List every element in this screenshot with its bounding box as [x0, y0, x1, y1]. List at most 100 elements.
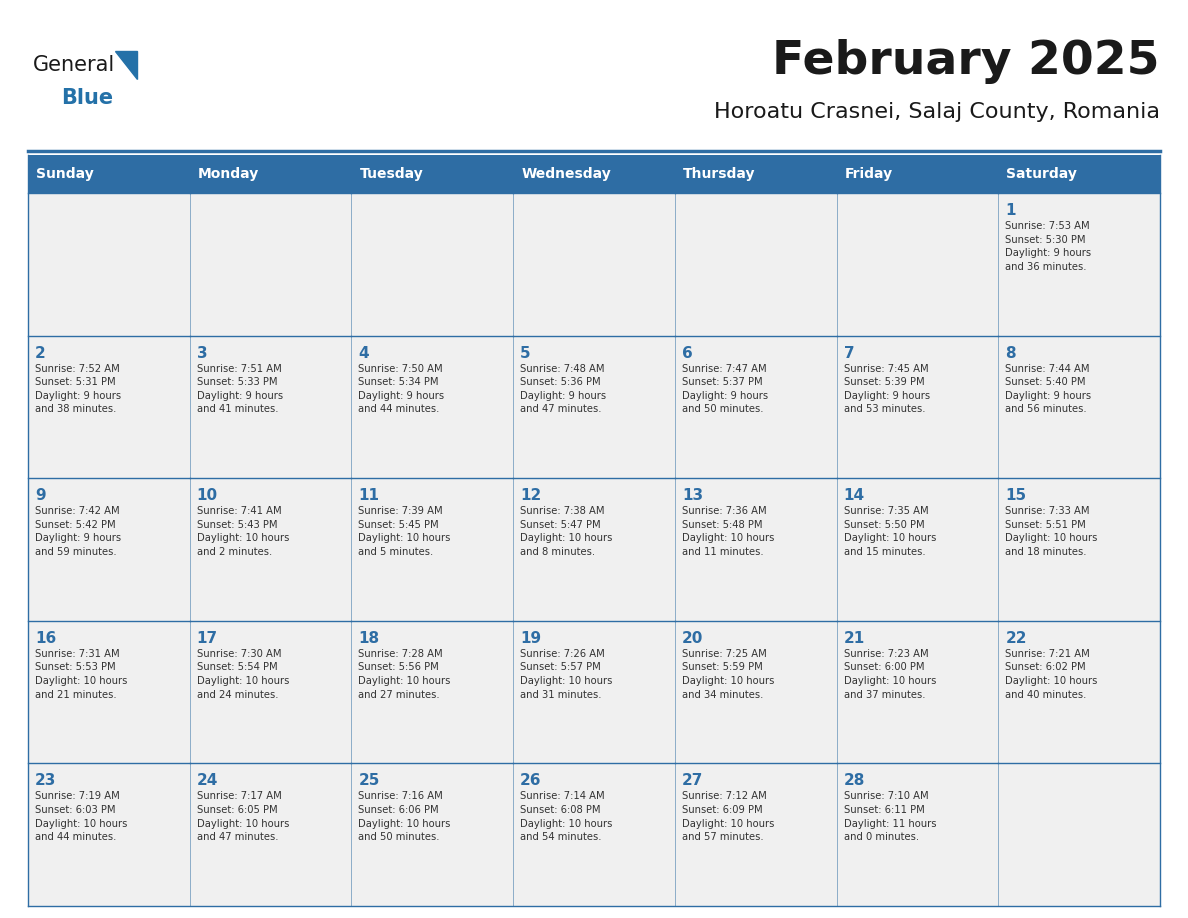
Text: Sunrise: 7:31 AM
Sunset: 5:53 PM
Daylight: 10 hours
and 21 minutes.: Sunrise: 7:31 AM Sunset: 5:53 PM Dayligh… [34, 649, 127, 700]
Text: Sunrise: 7:21 AM
Sunset: 6:02 PM
Daylight: 10 hours
and 40 minutes.: Sunrise: 7:21 AM Sunset: 6:02 PM Dayligh… [1005, 649, 1098, 700]
Text: 8: 8 [1005, 345, 1016, 361]
Bar [998, 336, 1159, 478]
Text: 17: 17 [197, 631, 217, 645]
Text: 15: 15 [1005, 488, 1026, 503]
Text: Sunrise: 7:14 AM
Sunset: 6:08 PM
Daylight: 10 hours
and 54 minutes.: Sunrise: 7:14 AM Sunset: 6:08 PM Dayligh… [520, 791, 613, 842]
Text: Thursday: Thursday [683, 167, 756, 181]
Bar [836, 193, 998, 336]
Bar [29, 155, 1159, 193]
Text: 4: 4 [359, 345, 369, 361]
Text: Tuesday: Tuesday [360, 167, 423, 181]
Text: Saturday: Saturday [1006, 167, 1078, 181]
Bar [29, 336, 190, 478]
Text: Monday: Monday [197, 167, 259, 181]
Text: 12: 12 [520, 488, 542, 503]
Text: 7: 7 [843, 345, 854, 361]
Text: Sunrise: 7:48 AM
Sunset: 5:36 PM
Daylight: 9 hours
and 47 minutes.: Sunrise: 7:48 AM Sunset: 5:36 PM Dayligh… [520, 364, 606, 414]
Text: 3: 3 [197, 345, 208, 361]
Bar [190, 621, 352, 764]
Text: Wednesday: Wednesday [522, 167, 611, 181]
Text: Sunrise: 7:16 AM
Sunset: 6:06 PM
Daylight: 10 hours
and 50 minutes.: Sunrise: 7:16 AM Sunset: 6:06 PM Dayligh… [359, 791, 450, 842]
Polygon shape [115, 51, 137, 79]
Text: Sunrise: 7:25 AM
Sunset: 5:59 PM
Daylight: 10 hours
and 34 minutes.: Sunrise: 7:25 AM Sunset: 5:59 PM Dayligh… [682, 649, 775, 700]
Text: Sunrise: 7:52 AM
Sunset: 5:31 PM
Daylight: 9 hours
and 38 minutes.: Sunrise: 7:52 AM Sunset: 5:31 PM Dayligh… [34, 364, 121, 414]
Text: 24: 24 [197, 773, 219, 789]
Text: 14: 14 [843, 488, 865, 503]
Text: 9: 9 [34, 488, 45, 503]
Text: 18: 18 [359, 631, 379, 645]
Bar [513, 478, 675, 621]
Bar [352, 621, 513, 764]
Text: 27: 27 [682, 773, 703, 789]
Text: 19: 19 [520, 631, 542, 645]
Text: 23: 23 [34, 773, 56, 789]
Text: Sunrise: 7:23 AM
Sunset: 6:00 PM
Daylight: 10 hours
and 37 minutes.: Sunrise: 7:23 AM Sunset: 6:00 PM Dayligh… [843, 649, 936, 700]
Text: Sunrise: 7:47 AM
Sunset: 5:37 PM
Daylight: 9 hours
and 50 minutes.: Sunrise: 7:47 AM Sunset: 5:37 PM Dayligh… [682, 364, 767, 414]
Text: 16: 16 [34, 631, 56, 645]
Text: Sunrise: 7:33 AM
Sunset: 5:51 PM
Daylight: 10 hours
and 18 minutes.: Sunrise: 7:33 AM Sunset: 5:51 PM Dayligh… [1005, 506, 1098, 557]
Text: Sunrise: 7:41 AM
Sunset: 5:43 PM
Daylight: 10 hours
and 2 minutes.: Sunrise: 7:41 AM Sunset: 5:43 PM Dayligh… [197, 506, 289, 557]
Text: Sunrise: 7:26 AM
Sunset: 5:57 PM
Daylight: 10 hours
and 31 minutes.: Sunrise: 7:26 AM Sunset: 5:57 PM Dayligh… [520, 649, 613, 700]
Text: 13: 13 [682, 488, 703, 503]
Text: Sunrise: 7:38 AM
Sunset: 5:47 PM
Daylight: 10 hours
and 8 minutes.: Sunrise: 7:38 AM Sunset: 5:47 PM Dayligh… [520, 506, 613, 557]
Text: Sunrise: 7:30 AM
Sunset: 5:54 PM
Daylight: 10 hours
and 24 minutes.: Sunrise: 7:30 AM Sunset: 5:54 PM Dayligh… [197, 649, 289, 700]
Text: 20: 20 [682, 631, 703, 645]
Text: Sunrise: 7:10 AM
Sunset: 6:11 PM
Daylight: 11 hours
and 0 minutes.: Sunrise: 7:10 AM Sunset: 6:11 PM Dayligh… [843, 791, 936, 842]
Bar [352, 193, 513, 336]
Text: 22: 22 [1005, 631, 1026, 645]
Text: 26: 26 [520, 773, 542, 789]
Text: Sunrise: 7:28 AM
Sunset: 5:56 PM
Daylight: 10 hours
and 27 minutes.: Sunrise: 7:28 AM Sunset: 5:56 PM Dayligh… [359, 649, 450, 700]
Text: Sunrise: 7:17 AM
Sunset: 6:05 PM
Daylight: 10 hours
and 47 minutes.: Sunrise: 7:17 AM Sunset: 6:05 PM Dayligh… [197, 791, 289, 842]
Text: 1: 1 [1005, 203, 1016, 218]
Bar [675, 764, 836, 906]
Bar [998, 478, 1159, 621]
Text: Sunrise: 7:36 AM
Sunset: 5:48 PM
Daylight: 10 hours
and 11 minutes.: Sunrise: 7:36 AM Sunset: 5:48 PM Dayligh… [682, 506, 775, 557]
Bar [29, 621, 190, 764]
Text: Sunrise: 7:45 AM
Sunset: 5:39 PM
Daylight: 9 hours
and 53 minutes.: Sunrise: 7:45 AM Sunset: 5:39 PM Dayligh… [843, 364, 930, 414]
Text: 28: 28 [843, 773, 865, 789]
Bar [836, 336, 998, 478]
Bar [836, 764, 998, 906]
Text: Sunday: Sunday [36, 167, 94, 181]
Text: 5: 5 [520, 345, 531, 361]
Bar [352, 764, 513, 906]
Bar [29, 478, 190, 621]
Bar [190, 764, 352, 906]
Bar [29, 764, 190, 906]
Text: Sunrise: 7:42 AM
Sunset: 5:42 PM
Daylight: 9 hours
and 59 minutes.: Sunrise: 7:42 AM Sunset: 5:42 PM Dayligh… [34, 506, 121, 557]
Bar [675, 193, 836, 336]
Text: Friday: Friday [845, 167, 892, 181]
Bar [675, 621, 836, 764]
Bar [675, 478, 836, 621]
Bar [190, 478, 352, 621]
Text: Sunrise: 7:53 AM
Sunset: 5:30 PM
Daylight: 9 hours
and 36 minutes.: Sunrise: 7:53 AM Sunset: 5:30 PM Dayligh… [1005, 221, 1092, 272]
Text: Sunrise: 7:12 AM
Sunset: 6:09 PM
Daylight: 10 hours
and 57 minutes.: Sunrise: 7:12 AM Sunset: 6:09 PM Dayligh… [682, 791, 775, 842]
Bar [836, 478, 998, 621]
Text: February 2025: February 2025 [772, 39, 1159, 84]
Bar [513, 764, 675, 906]
Bar [190, 336, 352, 478]
Text: 2: 2 [34, 345, 46, 361]
Text: 10: 10 [197, 488, 217, 503]
Bar [352, 336, 513, 478]
Bar [29, 193, 190, 336]
Bar [998, 621, 1159, 764]
Text: Sunrise: 7:50 AM
Sunset: 5:34 PM
Daylight: 9 hours
and 44 minutes.: Sunrise: 7:50 AM Sunset: 5:34 PM Dayligh… [359, 364, 444, 414]
Bar [836, 621, 998, 764]
Bar [190, 193, 352, 336]
Text: Sunrise: 7:51 AM
Sunset: 5:33 PM
Daylight: 9 hours
and 41 minutes.: Sunrise: 7:51 AM Sunset: 5:33 PM Dayligh… [197, 364, 283, 414]
Text: Sunrise: 7:19 AM
Sunset: 6:03 PM
Daylight: 10 hours
and 44 minutes.: Sunrise: 7:19 AM Sunset: 6:03 PM Dayligh… [34, 791, 127, 842]
Text: 21: 21 [843, 631, 865, 645]
Bar [513, 336, 675, 478]
Text: Sunrise: 7:39 AM
Sunset: 5:45 PM
Daylight: 10 hours
and 5 minutes.: Sunrise: 7:39 AM Sunset: 5:45 PM Dayligh… [359, 506, 450, 557]
Text: General: General [33, 55, 115, 75]
Text: 6: 6 [682, 345, 693, 361]
Bar [513, 621, 675, 764]
Bar [513, 193, 675, 336]
Text: Blue: Blue [61, 88, 113, 108]
Bar [998, 764, 1159, 906]
Bar [352, 478, 513, 621]
Text: Horoatu Crasnei, Salaj County, Romania: Horoatu Crasnei, Salaj County, Romania [714, 102, 1159, 122]
Bar [675, 336, 836, 478]
Text: Sunrise: 7:35 AM
Sunset: 5:50 PM
Daylight: 10 hours
and 15 minutes.: Sunrise: 7:35 AM Sunset: 5:50 PM Dayligh… [843, 506, 936, 557]
